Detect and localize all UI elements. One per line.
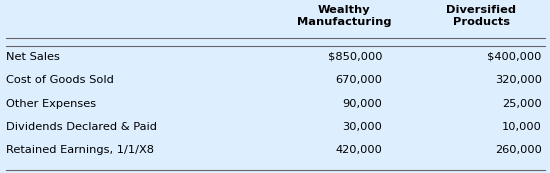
Text: Dividends Declared & Paid: Dividends Declared & Paid [6, 122, 157, 132]
Text: $400,000: $400,000 [487, 52, 542, 62]
Text: 10,000: 10,000 [502, 122, 542, 132]
Text: Cost of Goods Sold: Cost of Goods Sold [6, 75, 113, 85]
Text: 670,000: 670,000 [336, 75, 382, 85]
Text: Diversified
Products: Diversified Products [446, 5, 516, 27]
Text: 420,000: 420,000 [336, 145, 382, 155]
Text: Retained Earnings, 1/1/X8: Retained Earnings, 1/1/X8 [6, 145, 153, 155]
Text: 25,000: 25,000 [502, 99, 542, 109]
Text: Wealthy
Manufacturing: Wealthy Manufacturing [296, 5, 391, 27]
Text: $850,000: $850,000 [328, 52, 382, 62]
Text: 30,000: 30,000 [342, 122, 382, 132]
Text: 260,000: 260,000 [495, 145, 542, 155]
Text: 320,000: 320,000 [495, 75, 542, 85]
Text: Net Sales: Net Sales [6, 52, 59, 62]
Text: Other Expenses: Other Expenses [6, 99, 96, 109]
Text: 90,000: 90,000 [342, 99, 382, 109]
